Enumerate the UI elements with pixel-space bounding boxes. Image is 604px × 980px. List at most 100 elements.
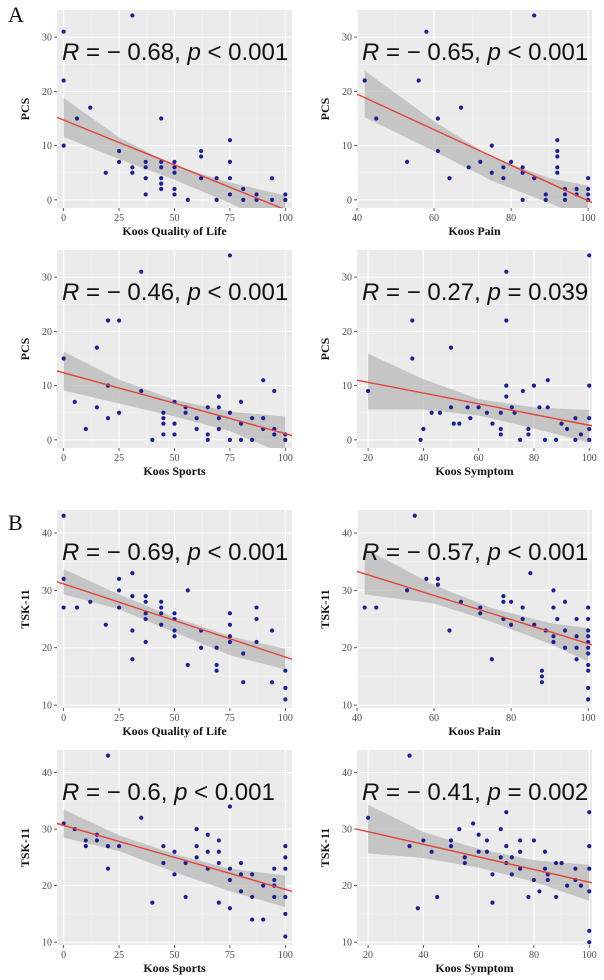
data-point: [526, 894, 531, 900]
data-point: [562, 628, 568, 633]
data-point: [586, 616, 591, 622]
data-point: [587, 383, 592, 388]
x-tick-label: 100: [581, 713, 596, 724]
scatter-chart-6: R = − 0.57, p < 0.001 40 60 80 100 10 20 30 40 Ko…: [318, 510, 596, 738]
data-points: [362, 513, 591, 702]
data-point: [518, 849, 523, 854]
data-point: [116, 605, 122, 610]
data-point: [520, 197, 525, 202]
data-point: [159, 176, 164, 181]
data-point: [103, 170, 108, 175]
data-point: [194, 843, 199, 849]
x-tick-label: 75: [225, 950, 235, 961]
data-point: [227, 138, 233, 143]
data-point: [520, 165, 525, 170]
data-point: [74, 605, 80, 610]
stat-r-value: = − 0.41,: [379, 779, 487, 806]
data-point: [205, 405, 210, 410]
data-point: [227, 877, 233, 883]
data-point: [159, 116, 164, 121]
data-point: [130, 593, 135, 599]
data-point: [150, 900, 155, 905]
data-point: [130, 571, 135, 576]
y-tick-label: 10: [342, 938, 352, 949]
x-tick-label: 25: [114, 453, 124, 464]
data-point: [143, 165, 148, 170]
x-tick-label: 25: [114, 950, 124, 961]
data-point: [490, 900, 495, 905]
regression-line: [357, 379, 592, 427]
data-point: [116, 410, 122, 415]
stat-r-symbol: R: [62, 539, 79, 566]
data-point: [283, 197, 288, 202]
data-point: [518, 437, 523, 442]
data-point: [586, 685, 591, 691]
data-point: [161, 410, 166, 415]
data-point: [172, 872, 177, 877]
y-tick-label: 30: [42, 586, 52, 597]
regression-line: [57, 581, 292, 660]
data-point: [504, 810, 509, 815]
data-point: [261, 416, 266, 421]
data-point: [238, 889, 244, 894]
data-point: [143, 599, 148, 604]
data-point: [537, 405, 542, 410]
data-point: [574, 657, 579, 662]
y-tick-label: 20: [342, 643, 352, 654]
stat-r: R = − 0.57,: [362, 539, 487, 566]
data-point: [484, 838, 490, 843]
regression-line: [57, 822, 292, 892]
stat-annotation: R = − 0.46, p < 0.001: [62, 279, 288, 306]
data-point: [520, 605, 525, 610]
x-tick-label: 100: [278, 453, 293, 464]
x-axis-title: Koos Sports: [143, 961, 206, 975]
data-point: [429, 849, 434, 854]
data-point: [130, 13, 135, 18]
data-point: [565, 426, 570, 432]
data-point: [435, 894, 440, 900]
x-axis-title: Koos Sports: [143, 464, 206, 478]
data-point: [227, 176, 233, 181]
stat-r-value: = − 0.46,: [79, 279, 187, 306]
y-axis-title: TSK-11: [318, 828, 332, 867]
stat-p: p = 0.002: [486, 779, 588, 806]
data-point: [150, 437, 155, 442]
data-point: [283, 855, 288, 860]
data-point: [476, 849, 481, 854]
x-tick-label: 0: [61, 213, 66, 224]
data-point: [578, 883, 584, 888]
x-tick-label: 40: [418, 453, 428, 464]
scatter-chart-2: R = − 0.65, p < 0.001 40 60 80 100 0 10 20 30 Koo…: [318, 10, 596, 238]
scatter-chart-8: R = − 0.41, p = 0.002 20 40 60 80 100 10 20 30 40…: [318, 750, 597, 975]
data-point: [508, 599, 514, 604]
data-point: [551, 605, 556, 610]
data-point: [194, 855, 199, 860]
y-axis-title: PCS: [318, 337, 332, 360]
data-point: [283, 685, 288, 691]
scatter-chart-5: R = − 0.69, p < 0.001 0 25 50 75 100 10 20 30 40 K…: [18, 510, 293, 738]
y-axis-title: TSK-11: [18, 828, 32, 867]
stat-r: R = − 0.46,: [62, 279, 187, 306]
data-point: [94, 405, 100, 410]
data-point: [545, 877, 550, 883]
data-point: [172, 634, 177, 639]
stat-r-value: = − 0.57,: [379, 539, 487, 566]
data-point: [216, 394, 221, 399]
data-point: [531, 877, 537, 883]
data-point: [562, 197, 568, 202]
data-point: [407, 753, 412, 758]
stat-r: R = − 0.27,: [362, 279, 487, 306]
data-point: [374, 116, 379, 121]
panel-label-a: A: [8, 2, 24, 27]
data-point: [555, 170, 560, 175]
data-point: [249, 894, 255, 900]
data-point: [518, 838, 523, 843]
y-tick-label: 10: [42, 141, 52, 152]
data-point: [508, 622, 514, 627]
data-point: [416, 78, 421, 83]
data-point: [227, 611, 233, 616]
stat-r-symbol: R: [62, 779, 79, 806]
data-point: [504, 843, 509, 849]
stat-r-value: = − 0.68,: [79, 39, 187, 66]
data-point: [484, 849, 490, 854]
